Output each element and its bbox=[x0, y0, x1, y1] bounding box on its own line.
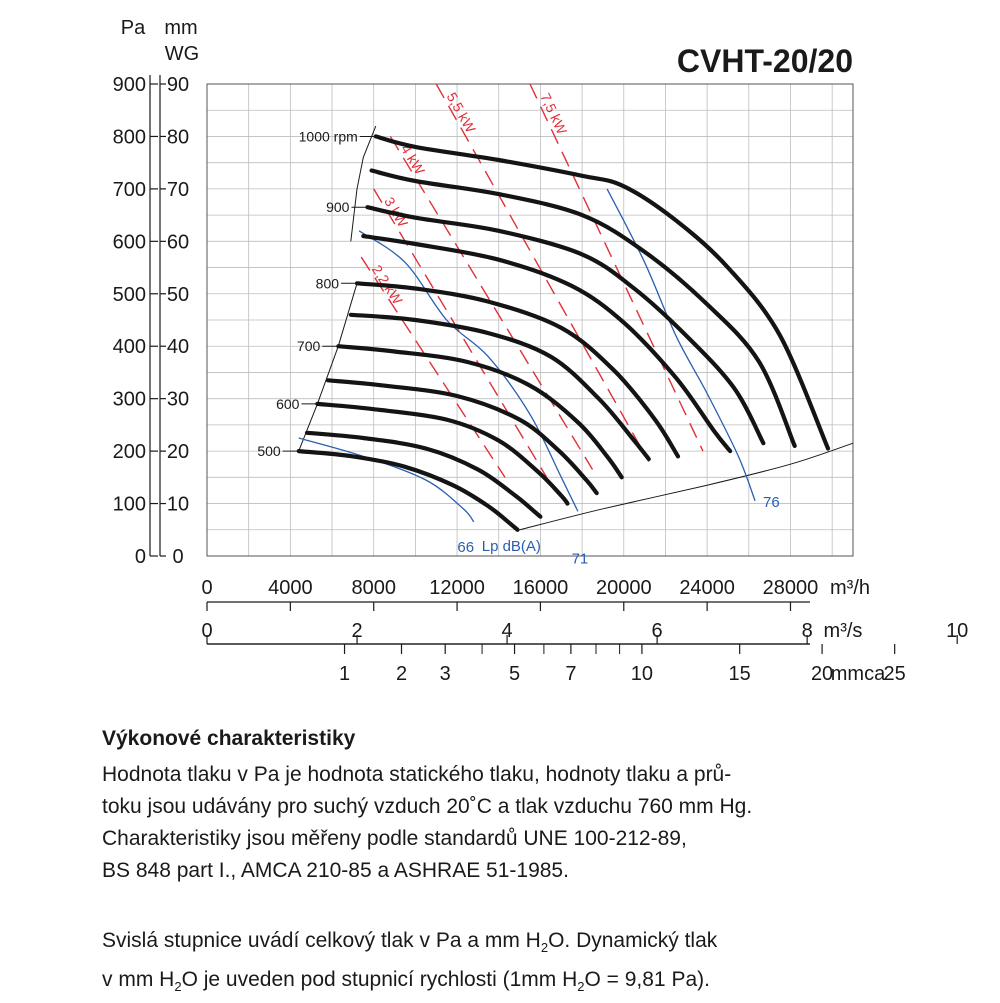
mmca-axis-unit: mmca bbox=[831, 663, 886, 685]
chart-title: CVHT-20/20 bbox=[677, 43, 853, 79]
mmca-tick-label: 1 bbox=[339, 663, 350, 685]
mmwg-tick-label: 70 bbox=[167, 179, 189, 201]
m3h-tick-label: 0 bbox=[201, 577, 212, 599]
mmca-tick-label: 20 bbox=[811, 663, 833, 685]
rpm-curve bbox=[365, 205, 766, 446]
power-line bbox=[529, 83, 704, 452]
power-line bbox=[373, 188, 548, 478]
description-line: toku jsou udávány pro suchý vzduch 20˚C … bbox=[102, 795, 753, 818]
rpm-curve bbox=[336, 344, 624, 480]
description-title: Výkonové charakteristiky bbox=[102, 727, 356, 750]
rpm-curve bbox=[361, 234, 733, 454]
m3s-tick-label: 6 bbox=[652, 620, 663, 642]
description-paragraph-1: Hodnota tlaku v Pa je hodnota statického… bbox=[102, 759, 962, 887]
mmwg-tick-label: 80 bbox=[167, 126, 189, 148]
bottom-limit-line bbox=[519, 442, 854, 531]
pa-tick-label: 400 bbox=[113, 336, 146, 358]
rpm-curve bbox=[325, 378, 599, 496]
rpm-curve-label: 600 bbox=[276, 396, 300, 412]
description-line: Hodnota tlaku v Pa je hodnota statického… bbox=[102, 763, 732, 786]
m3h-tick-label: 24000 bbox=[679, 577, 735, 599]
power-line bbox=[435, 83, 650, 462]
chart-axes: 0100200300400500600700800900Pa0102030405… bbox=[113, 17, 969, 685]
pa-tick-label: 0 bbox=[135, 546, 146, 568]
mmwg-tick-label: 10 bbox=[167, 494, 189, 516]
rpm-curve bbox=[348, 312, 651, 462]
m3s-tick-label: 10 bbox=[946, 620, 968, 642]
power-line-label: 7,5 kW bbox=[537, 90, 570, 137]
mmwg-tick-label: 0 bbox=[172, 546, 183, 568]
m3h-tick-label: 20000 bbox=[596, 577, 652, 599]
left-limit-line bbox=[298, 283, 358, 452]
mmwg-tick-label: 40 bbox=[167, 336, 189, 358]
rpm-curve bbox=[373, 134, 831, 451]
chart-grid bbox=[206, 83, 854, 557]
rpm-curve bbox=[354, 281, 681, 459]
rpm-curve bbox=[296, 449, 520, 532]
noise-line bbox=[358, 230, 579, 512]
mmca-tick-label: 10 bbox=[631, 663, 653, 685]
mmca-tick-label: 25 bbox=[884, 663, 906, 685]
rpm-curve-label: 700 bbox=[297, 338, 321, 354]
m3s-tick-label: 4 bbox=[502, 620, 513, 642]
pa-tick-label: 600 bbox=[113, 231, 146, 253]
noise-line-label: 71 bbox=[572, 550, 589, 567]
mmwg-tick-label: 60 bbox=[167, 231, 189, 253]
description-paragraph-2: Svislá stupnice uvádí celkový tlak v Pa … bbox=[102, 925, 962, 1003]
rpm-curve-label: 800 bbox=[316, 275, 340, 291]
mmwg-tick-label: 30 bbox=[167, 389, 189, 411]
noise-unit-label: Lp dB(A) bbox=[482, 538, 541, 555]
pa-axis-label: Pa bbox=[121, 17, 146, 39]
chart-labels: 1000 rpm 900 800 700 600 500 bbox=[257, 128, 357, 459]
mmwg-tick-label: 20 bbox=[167, 441, 189, 463]
m3h-tick-label: 28000 bbox=[763, 577, 819, 599]
mmca-tick-label: 7 bbox=[565, 663, 576, 685]
description-line: Charakteristiky jsou měřeny podle standa… bbox=[102, 827, 687, 850]
m3s-tick-label: 2 bbox=[351, 620, 362, 642]
m3h-axis-unit: m³/h bbox=[830, 577, 870, 599]
pa-tick-label: 700 bbox=[113, 179, 146, 201]
rpm-curve bbox=[369, 168, 797, 448]
operating-limit-lines bbox=[298, 125, 854, 531]
noise-line-label: 76 bbox=[763, 494, 780, 511]
mmca-tick-label: 3 bbox=[440, 663, 451, 685]
rpm-curve bbox=[315, 401, 570, 506]
description-line: BS 848 part I., AMCA 210-85 a ASHRAE 51-… bbox=[102, 859, 569, 882]
m3h-tick-label: 4000 bbox=[268, 577, 313, 599]
pa-tick-label: 100 bbox=[113, 494, 146, 516]
pa-tick-label: 500 bbox=[113, 284, 146, 306]
description-line: v mm H2O je uveden pod stupnicí rychlost… bbox=[102, 968, 710, 995]
m3s-tick-label: 0 bbox=[201, 620, 212, 642]
pa-tick-label: 200 bbox=[113, 441, 146, 463]
rpm-curve-label: 1000 rpm bbox=[299, 128, 358, 144]
power-line-label: 5,5 kW bbox=[444, 90, 480, 136]
pa-tick-label: 900 bbox=[113, 74, 146, 96]
noise-line bbox=[298, 437, 475, 523]
upper-limit-line bbox=[350, 125, 377, 242]
rpm-curve-label: 500 bbox=[257, 443, 281, 459]
noise-line-label: 66 bbox=[457, 539, 474, 556]
m3s-tick-label: 8 bbox=[802, 620, 813, 642]
power-line bbox=[360, 256, 506, 478]
mmwg-tick-label: 90 bbox=[167, 74, 189, 96]
m3h-tick-label: 12000 bbox=[429, 577, 485, 599]
mmca-tick-label: 5 bbox=[509, 663, 520, 685]
mmca-tick-label: 2 bbox=[396, 663, 407, 685]
mmwg-tick-label: 50 bbox=[167, 284, 189, 306]
rpm-curves bbox=[282, 134, 831, 532]
mmwg-axis-label: mm bbox=[164, 17, 197, 39]
pa-tick-label: 800 bbox=[113, 126, 146, 148]
description-line: Svislá stupnice uvádí celkový tlak v Pa … bbox=[102, 929, 718, 956]
mmwg-axis-label: WG bbox=[165, 43, 199, 65]
m3s-axis-unit: m³/s bbox=[824, 620, 863, 642]
m3h-tick-label: 8000 bbox=[351, 577, 396, 599]
power-line bbox=[389, 136, 594, 470]
noise-line bbox=[606, 188, 756, 502]
rpm-curve bbox=[304, 430, 543, 519]
pa-tick-label: 300 bbox=[113, 389, 146, 411]
rpm-curve-label: 900 bbox=[326, 199, 350, 215]
m3h-tick-label: 16000 bbox=[513, 577, 569, 599]
mmca-tick-label: 15 bbox=[729, 663, 751, 685]
